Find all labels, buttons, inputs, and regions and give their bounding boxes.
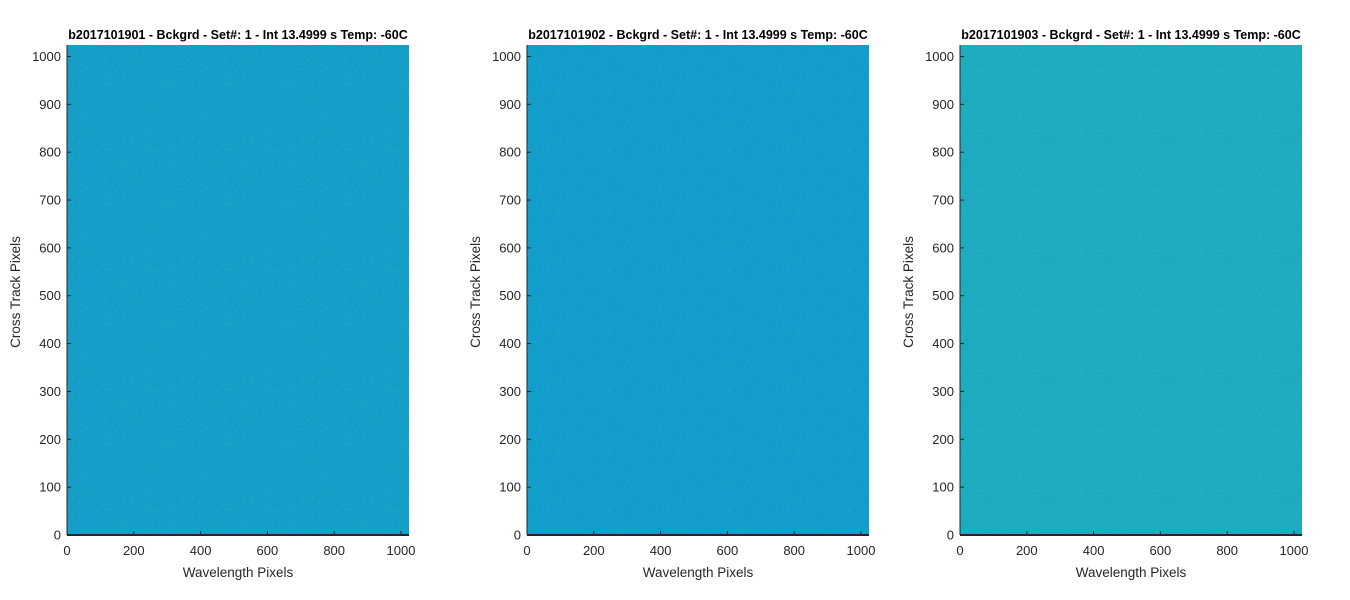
x-axis-label: Wavelength Pixels: [643, 565, 754, 580]
y-tick-label: 200: [499, 432, 521, 447]
y-tick-label: 1000: [32, 49, 61, 64]
y-tick-label: 200: [39, 432, 61, 447]
y-tick-label: 400: [499, 336, 521, 351]
x-tick-label: 1000: [1280, 543, 1309, 558]
x-tick-label: 800: [783, 543, 805, 558]
y-tick-label: 300: [39, 384, 61, 399]
y-tick-label: 400: [932, 336, 954, 351]
y-tick-label: 900: [39, 97, 61, 112]
y-tick-label: 700: [39, 193, 61, 208]
x-tick-label: 600: [257, 543, 279, 558]
chart-panel-2: 0 200 400 600 800 1000 0 100 200 300 400 500 600 700 8…: [468, 28, 875, 580]
x-tick-label: 200: [583, 543, 605, 558]
x-tick-label: 0: [63, 543, 70, 558]
chart-panel-1: 0 200 400 600 800 1000 0 100 200 300 400 500 600 700 8…: [8, 28, 415, 580]
x-tick-label: 400: [650, 543, 672, 558]
chart-title: b2017101903 - Bckgrd - Set#: 1 - Int 13.…: [961, 28, 1301, 42]
y-axis-label: Cross Track Pixels: [8, 236, 23, 348]
y-tick-label: 1000: [925, 49, 954, 64]
y-tick-label: 600: [499, 240, 521, 255]
x-tick-label: 1000: [847, 543, 876, 558]
chart-title: b2017101901 - Bckgrd - Set#: 1 - Int 13.…: [68, 28, 408, 42]
x-axis-label: Wavelength Pixels: [183, 565, 294, 580]
y-tick-label: 0: [514, 528, 521, 543]
x-tick-label: 600: [717, 543, 739, 558]
y-tick-label: 100: [39, 480, 61, 495]
y-tick-label: 300: [932, 384, 954, 399]
y-tick-label: 100: [499, 480, 521, 495]
y-tick-label: 100: [932, 480, 954, 495]
x-tick-label: 400: [190, 543, 212, 558]
y-tick-label: 800: [39, 145, 61, 160]
y-axis-label: Cross Track Pixels: [901, 236, 916, 348]
y-tick-label: 1000: [492, 49, 521, 64]
y-tick-label: 600: [39, 240, 61, 255]
y-tick-label: 800: [932, 145, 954, 160]
y-tick-label: 0: [54, 528, 61, 543]
x-tick-label: 600: [1150, 543, 1172, 558]
heatmap-image: [960, 45, 1302, 535]
x-tick-label: 1000: [387, 543, 416, 558]
x-tick-label: 800: [1216, 543, 1238, 558]
x-tick-label: 200: [1016, 543, 1038, 558]
y-axis-label: Cross Track Pixels: [468, 236, 483, 348]
y-tick-label: 600: [932, 240, 954, 255]
y-tick-label: 300: [499, 384, 521, 399]
y-tick-label: 500: [499, 288, 521, 303]
x-tick-label: 200: [123, 543, 145, 558]
heatmap-image: [67, 45, 409, 535]
y-tick-label: 0: [947, 528, 954, 543]
x-tick-label: 0: [956, 543, 963, 558]
y-tick-label: 500: [932, 288, 954, 303]
y-tick-label: 700: [499, 193, 521, 208]
x-tick-label: 800: [323, 543, 345, 558]
y-tick-label: 400: [39, 336, 61, 351]
x-axis-label: Wavelength Pixels: [1076, 565, 1187, 580]
chart-panel-3: 0 200 400 600 800 1000 0 100 200 300 400 500 600 700 8…: [901, 28, 1308, 580]
chart-title: b2017101902 - Bckgrd - Set#: 1 - Int 13.…: [528, 28, 868, 42]
y-tick-label: 800: [499, 145, 521, 160]
y-tick-label: 900: [932, 97, 954, 112]
y-tick-label: 200: [932, 432, 954, 447]
x-tick-label: 400: [1083, 543, 1105, 558]
y-tick-label: 900: [499, 97, 521, 112]
y-tick-label: 700: [932, 193, 954, 208]
x-tick-label: 0: [523, 543, 530, 558]
heatmap-image: [527, 45, 869, 535]
y-tick-label: 500: [39, 288, 61, 303]
